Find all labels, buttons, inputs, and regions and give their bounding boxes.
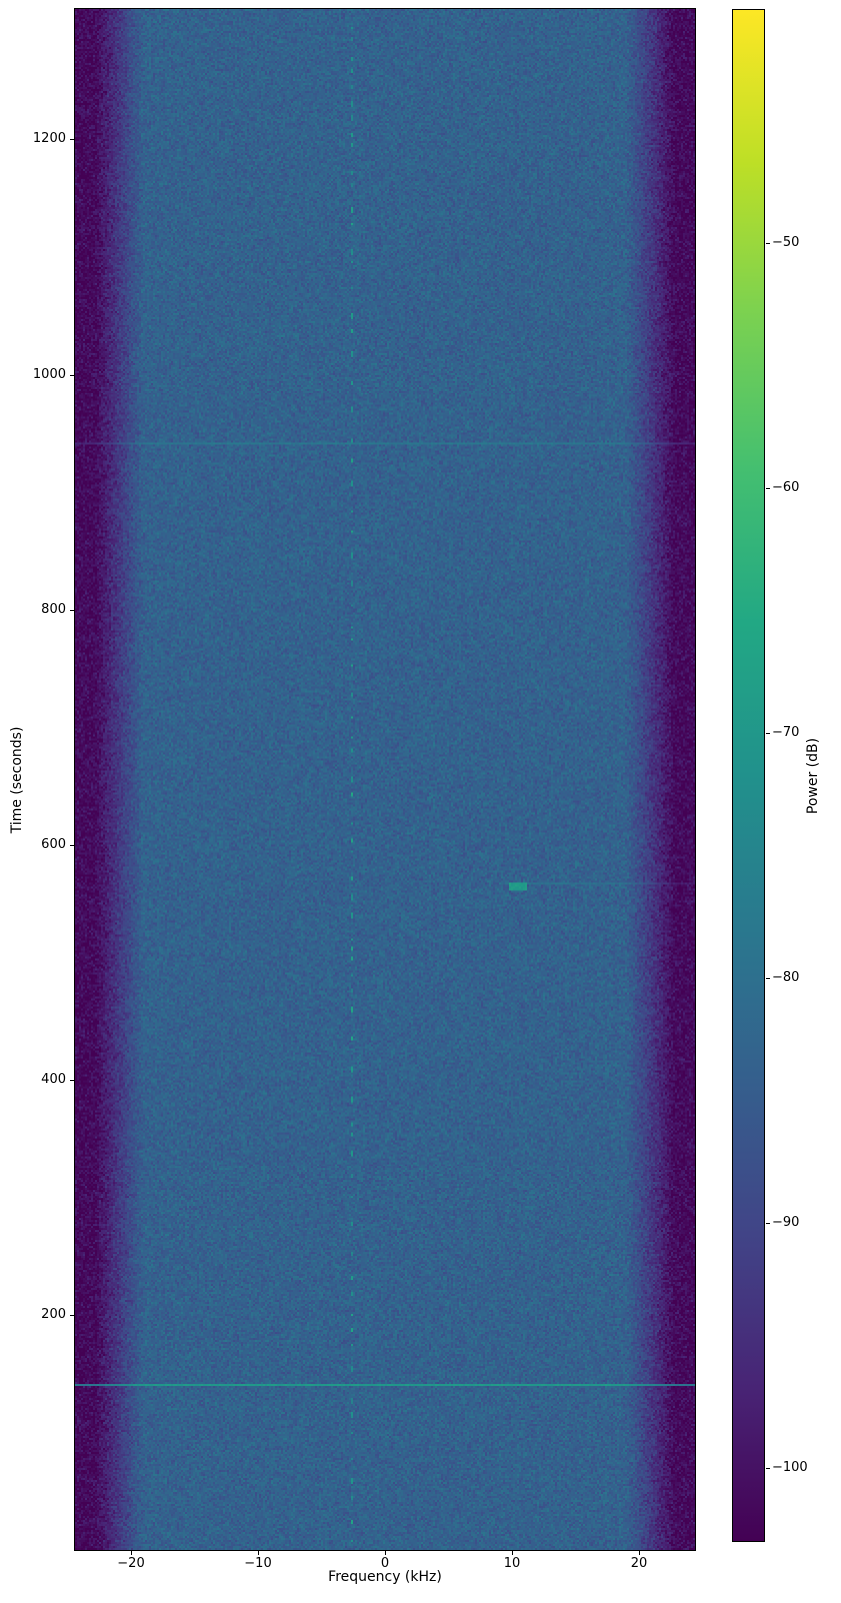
x-tick-label: −10 xyxy=(244,1556,272,1571)
colorbar-label: Power (dB) xyxy=(805,737,821,815)
colorbar-tick-label: −70 xyxy=(772,725,800,741)
x-tick-mark xyxy=(131,1551,132,1555)
y-axis-label: Time (seconds) xyxy=(9,726,25,834)
x-tick-label: −20 xyxy=(117,1556,145,1571)
colorbar xyxy=(732,9,765,1542)
colorbar-tick-mark xyxy=(766,1223,770,1224)
colorbar-tick-mark xyxy=(766,1468,770,1469)
colorbar-tick-label: −60 xyxy=(772,480,800,496)
colorbar-tick-label: −90 xyxy=(772,1215,800,1231)
y-tick-mark xyxy=(70,1080,74,1081)
colorbar-tick-label: −80 xyxy=(772,970,800,986)
x-tick-mark xyxy=(639,1551,640,1555)
x-tick-mark xyxy=(385,1551,386,1555)
colorbar-tick-mark xyxy=(766,488,770,489)
y-tick-mark xyxy=(70,845,74,846)
x-tick-label: 20 xyxy=(630,1556,648,1571)
y-tick-label: 1200 xyxy=(32,131,66,147)
y-tick-mark xyxy=(70,1315,74,1316)
colorbar-tick-label: −50 xyxy=(772,235,800,251)
colorbar-tick-mark xyxy=(766,733,770,734)
y-tick-label: 600 xyxy=(41,837,66,853)
x-tick-mark xyxy=(512,1551,513,1555)
y-tick-label: 800 xyxy=(41,602,66,618)
y-tick-label: 200 xyxy=(41,1307,66,1323)
plot-area xyxy=(74,8,696,1551)
x-tick-label: 10 xyxy=(503,1556,521,1571)
colorbar-tick-mark xyxy=(766,243,770,244)
colorbar-tick-mark xyxy=(766,978,770,979)
y-tick-label: 1000 xyxy=(32,367,66,383)
y-tick-label: 400 xyxy=(41,1072,66,1088)
colorbar-tick-label: −100 xyxy=(772,1460,808,1476)
x-tick-mark xyxy=(258,1551,259,1555)
y-tick-mark xyxy=(70,610,74,611)
spectrogram-heatmap xyxy=(75,9,695,1550)
y-tick-mark xyxy=(70,139,74,140)
x-axis-label: Frequency (kHz) xyxy=(328,1569,442,1585)
y-tick-mark xyxy=(70,375,74,376)
x-tick-label: 0 xyxy=(380,1556,390,1571)
